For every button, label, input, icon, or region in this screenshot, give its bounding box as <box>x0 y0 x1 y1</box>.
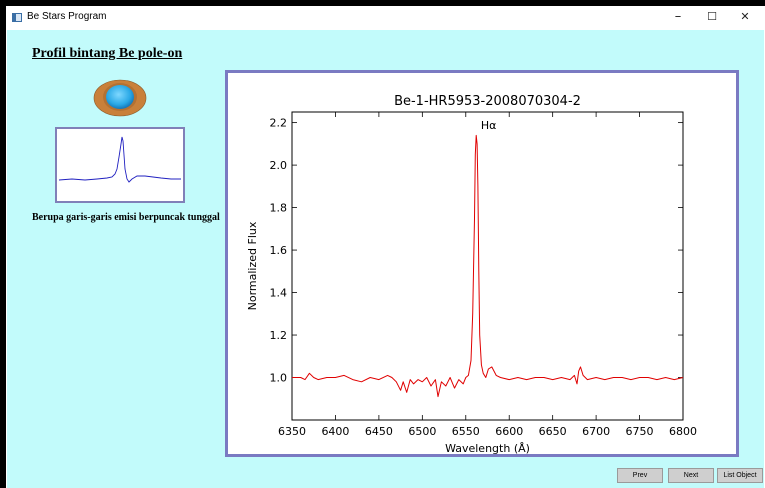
y-tick-label: 1.0 <box>270 372 288 385</box>
app-window: Be Stars Program – ☐ ✕ Profil bintang Be… <box>6 6 765 488</box>
h-alpha-annotation: Hα <box>481 119 497 132</box>
x-tick-label: 6350 <box>278 425 306 438</box>
close-button[interactable]: ✕ <box>740 10 750 23</box>
spectrum-chart: 6350 6400 6450 6500 6550 6600 6650 6700 6750 6800… <box>246 94 697 455</box>
y-tick-label: 2.2 <box>270 117 288 130</box>
x-tick-label: 6600 <box>495 425 523 438</box>
y-tick-label: 1.2 <box>270 329 288 342</box>
x-tick-label: 6500 <box>408 425 436 438</box>
x-tick-label: 6400 <box>321 425 349 438</box>
x-tick-label: 6800 <box>669 425 697 438</box>
pole-on-star-icon <box>93 79 147 117</box>
y-tick-label: 1.6 <box>270 244 288 257</box>
y-tick-label: 1.4 <box>270 287 288 300</box>
title-bar[interactable]: Be Stars Program – ☐ ✕ <box>6 6 765 30</box>
x-tick-label: 6450 <box>365 425 393 438</box>
y-tick-label: 1.8 <box>270 202 288 215</box>
main-panel: Profil bintang Be pole-on Berupa garis-g… <box>7 30 764 488</box>
y-axis-label: Normalized Flux <box>246 221 259 310</box>
profile-thumbnail <box>55 127 185 203</box>
x-tick-label: 6750 <box>626 425 654 438</box>
x-axis-label: Wavelength (Å) <box>445 442 530 454</box>
x-tick-label: 6650 <box>539 425 567 438</box>
x-tick-label: 6550 <box>452 425 480 438</box>
next-button[interactable]: Next <box>668 468 714 483</box>
app-icon[interactable] <box>12 13 22 22</box>
maximize-button[interactable]: ☐ <box>707 10 717 23</box>
window-title: Be Stars Program <box>27 11 107 22</box>
prev-button[interactable]: Prev <box>617 468 663 483</box>
spectrum-series-line <box>292 134 684 398</box>
y-tick-label: 2.0 <box>270 159 288 172</box>
chart-title: Be-1-HR5953-2008070304-2 <box>394 94 581 109</box>
spectrum-plot-frame: 6350 6400 6450 6500 6550 6600 6650 6700 6750 6800… <box>225 70 739 457</box>
plot-area <box>291 111 684 421</box>
x-tick-label: 6700 <box>582 425 610 438</box>
page-title: Profil bintang Be pole-on <box>32 46 183 61</box>
list-object-button[interactable]: List Object <box>717 468 763 483</box>
minimize-button[interactable]: – <box>674 9 682 24</box>
profile-caption: Berupa garis-garis emisi berpuncak tungg… <box>32 212 220 223</box>
